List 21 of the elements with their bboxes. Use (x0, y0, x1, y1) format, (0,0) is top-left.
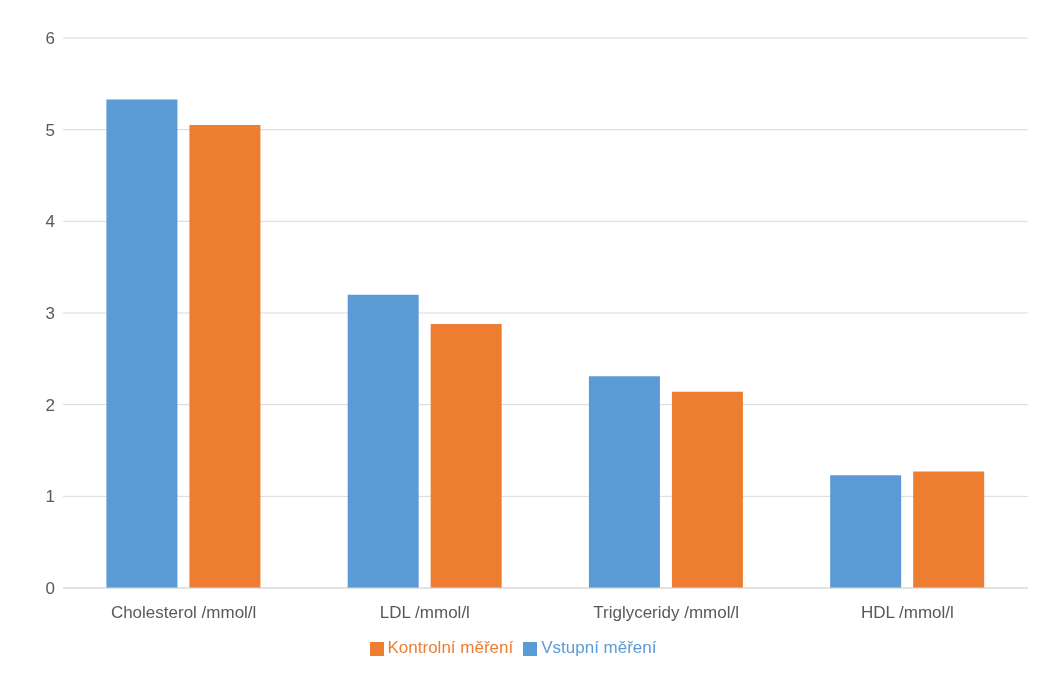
bar (671, 391, 743, 588)
y-tick-label: 0 (45, 579, 55, 599)
y-tick-label: 1 (45, 487, 55, 507)
bar (913, 471, 985, 588)
x-tick-label: LDL /mmol/l (379, 603, 470, 623)
x-tick-label: Triglyceridy /mmol/l (593, 603, 740, 623)
bar (189, 125, 261, 588)
bar (106, 99, 178, 588)
legend-label: Vstupní měření (541, 638, 657, 657)
bar (347, 294, 419, 588)
y-tick-label: 6 (45, 29, 55, 49)
x-tick-label: Cholesterol /mmol/l (110, 603, 257, 623)
bar (588, 376, 660, 588)
x-tick-label: HDL /mmol/l (860, 603, 954, 623)
y-tick-label: 2 (45, 395, 55, 415)
bar (830, 475, 902, 588)
bar (430, 324, 502, 588)
y-tick-label: 5 (45, 120, 55, 140)
legend-label: Kontrolní měření (387, 638, 514, 657)
y-tick-label: 3 (45, 304, 55, 324)
y-tick-label: 4 (45, 212, 55, 232)
